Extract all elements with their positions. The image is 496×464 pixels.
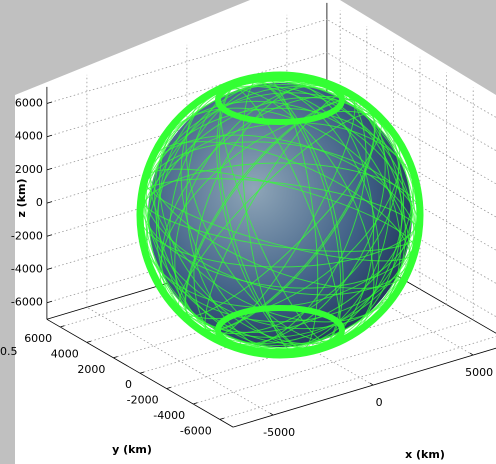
z-tick-label: 2000 [15,163,43,176]
y-tick-label: 4000 [51,347,79,360]
z-tick-label: -4000 [11,263,43,276]
y-tick-label: -4000 [153,409,185,422]
y-tick-label: -2000 [127,394,159,407]
x-tick-label: -5000 [263,426,295,439]
y-tick-label: 6000 [24,332,52,345]
x-tick-label: 0 [376,396,383,409]
z-tick-label: 6000 [15,97,43,110]
y-tick-label: 2000 [77,363,105,376]
z-tick-label: 0 [36,196,43,209]
x-tick-label: 5000 [465,366,493,379]
z-tick-label: -6000 [11,296,43,309]
z-tick-label: -2000 [11,229,43,242]
annotation: 0.5 [0,345,18,358]
y-tick-label: 0 [125,378,132,391]
chart: 0.5 z (km) y (km) x (km) -6000 -4000 -2000… [0,0,496,464]
x-axis-label: x (km) [405,448,445,461]
z-tick-label: 4000 [15,130,43,143]
y-axis-label: y (km) [112,443,152,456]
y-tick-label: -6000 [180,424,212,437]
z-axis-label: z (km) [15,178,28,217]
